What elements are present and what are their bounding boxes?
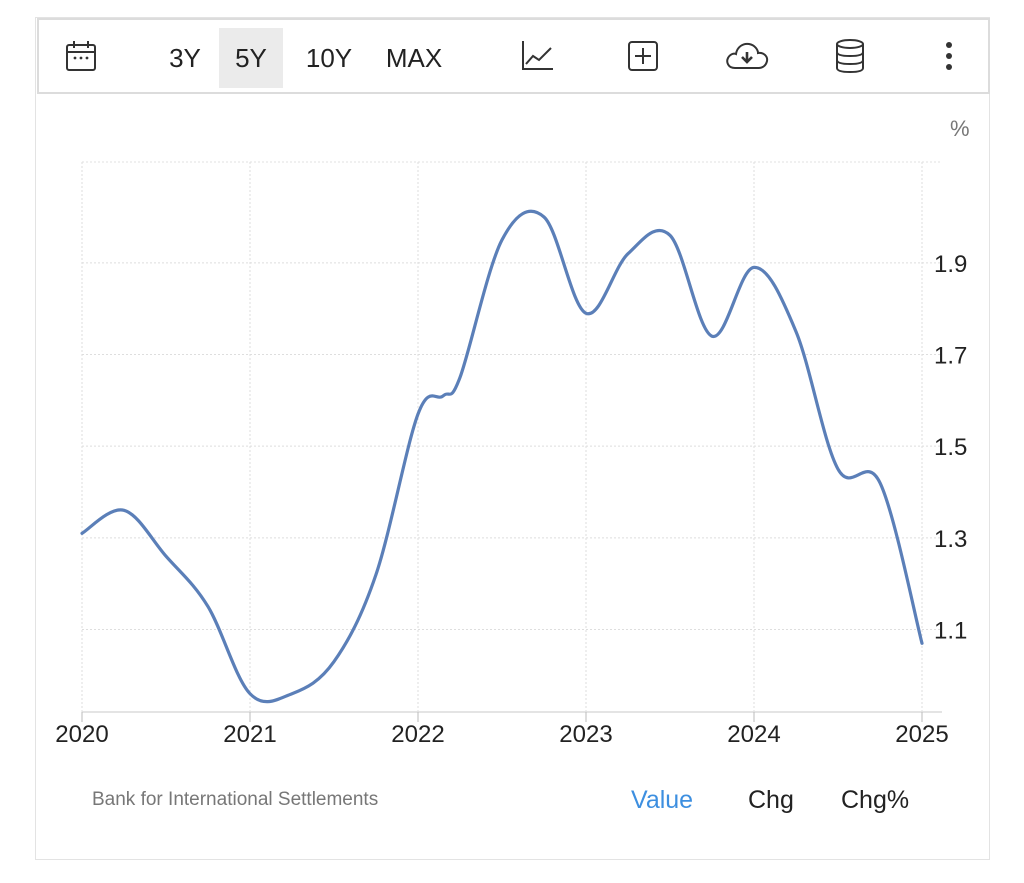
y-tick-label: 1.9 <box>934 251 967 278</box>
y-tick-label: 1.1 <box>934 618 967 645</box>
x-tick-label: 2022 <box>391 721 444 748</box>
chart-toolbar: 3Y 5Y 10Y MAX <box>37 18 990 94</box>
x-tick-label: 2020 <box>55 721 108 748</box>
x-tick-label: 2025 <box>895 721 948 748</box>
tab-value[interactable]: Value <box>631 786 694 814</box>
calendar-icon[interactable] <box>57 20 105 92</box>
range-button-5y[interactable]: 5Y <box>219 28 283 88</box>
database-icon[interactable] <box>825 20 875 92</box>
tab-chg-percent[interactable]: Chg% <box>841 786 910 814</box>
y-tick-label: 1.5 <box>934 434 967 461</box>
tab-chg[interactable]: Chg <box>748 786 794 814</box>
x-tick-label: 2021 <box>223 721 276 748</box>
x-tick-label: 2024 <box>727 721 780 748</box>
unit-label: % <box>950 116 970 141</box>
range-button-3y[interactable]: 3Y <box>169 42 201 73</box>
series-line <box>80 209 924 704</box>
range-button-max[interactable]: MAX <box>385 42 443 73</box>
y-tick-label: 1.7 <box>934 343 967 370</box>
range-button-10y[interactable]: 10Y <box>305 42 353 73</box>
more-vert-icon[interactable] <box>929 20 969 92</box>
cloud-download-icon[interactable] <box>719 20 775 92</box>
line-chart-icon[interactable] <box>513 20 561 92</box>
chart-card <box>35 17 990 860</box>
add-box-icon[interactable] <box>619 20 667 92</box>
source-label: Bank for International Settlements <box>92 789 379 810</box>
x-tick-label: 2023 <box>559 721 612 748</box>
y-tick-label: 1.3 <box>934 526 967 553</box>
